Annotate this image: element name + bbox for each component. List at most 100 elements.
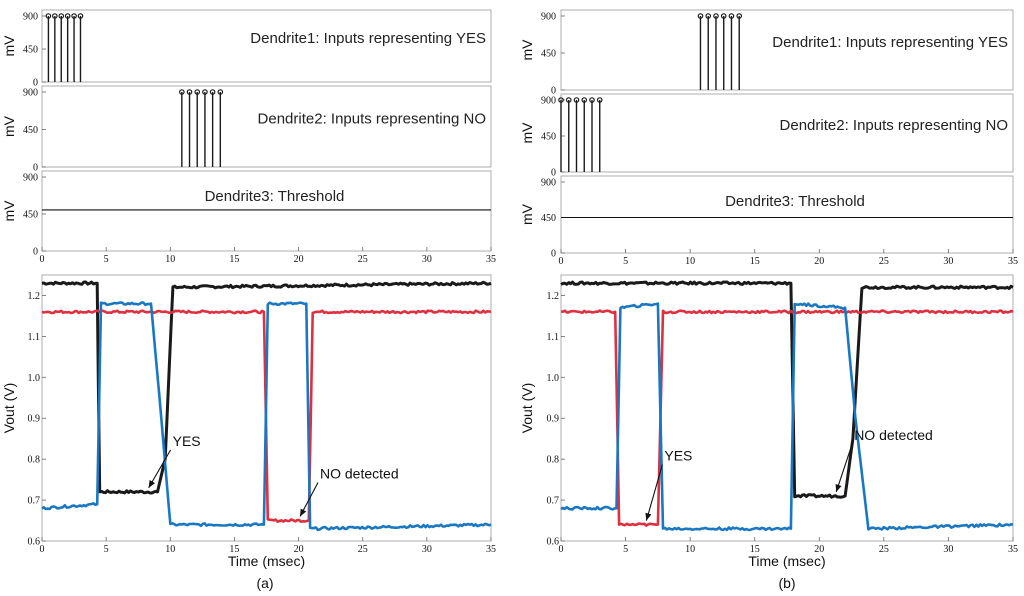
y-tick-label: 0.7 [547, 496, 560, 507]
panel-b-subplot-3: 0 450 900 mV Dendrite3: Threshold 0 5 10 15 20 25 3… [519, 175, 1018, 267]
panel-b-subplot-1-frame [560, 9, 1014, 91]
spike-4-marker [581, 97, 588, 103]
y-tick-label: 0.6 [28, 537, 41, 548]
x-tick-label: 30 [943, 256, 953, 267]
annotation-arrowhead [300, 508, 307, 517]
y-tick-label: 1.1 [28, 332, 41, 343]
y-tick-label: 0 [33, 247, 38, 258]
x-tick-label: 10 [685, 256, 695, 267]
x-tick-label: 35 [1008, 256, 1018, 267]
x-tick-label: 35 [486, 254, 496, 265]
annotation-arrowhead [148, 480, 155, 488]
y-axis-label: Vout (V) [519, 383, 535, 434]
y-axis-label: mV [519, 39, 535, 61]
spike-5-marker [209, 89, 216, 95]
spike-3-marker [58, 13, 65, 19]
panel-a-subplot-3: 0 450 900 mV Dendrite3: Threshold 0 5 10 15 20 25 3… [1, 170, 496, 265]
spike-4-marker [64, 13, 71, 19]
panel-b-subplot-1: 0 450 900 mV Dendrite1: Inputs representing … [519, 9, 1014, 97]
x-tick-label: 25 [879, 256, 889, 267]
y-axis-label: mV [519, 122, 535, 144]
y-tick-label: 450 [23, 125, 38, 136]
x-tick-label: 35 [486, 544, 496, 555]
y-tick-label: 450 [23, 210, 38, 221]
y-tick-label: 1.0 [28, 373, 41, 384]
x-tick-label: 5 [104, 544, 109, 555]
panel-a-subplot-1: 0 450 900 mV Dendrite1: Inputs representing … [1, 9, 492, 89]
series-black-line [41, 280, 492, 495]
y-tick-label: 450 [541, 49, 556, 60]
annotation-arrowhead [835, 484, 842, 492]
x-tick-label: 15 [229, 254, 239, 265]
x-tick-label: 15 [229, 544, 239, 555]
y-tick-label: 0.8 [547, 455, 560, 466]
x-axis-label: Time (msec) [748, 553, 825, 569]
y-tick-label: 0.8 [28, 455, 41, 466]
x-tick-label: 30 [422, 544, 432, 555]
y-tick-label: 900 [541, 96, 556, 107]
y-axis-label: Vout (V) [1, 383, 17, 434]
series-red-line [41, 309, 492, 524]
y-tick-label: 900 [23, 12, 38, 23]
x-tick-label: 5 [623, 256, 628, 267]
subplot-title: Dendrite1: Inputs representing YES [772, 34, 1008, 51]
y-tick-label: 0 [33, 163, 38, 174]
panel-b-subplot-3-frame [560, 175, 1014, 254]
y-tick-label: 0 [551, 249, 556, 260]
y-axis-label: mV [519, 203, 535, 225]
y-tick-label: 0 [33, 78, 38, 89]
x-tick-label: 35 [1008, 544, 1018, 555]
spike-2-marker [186, 89, 193, 95]
x-tick-label: 20 [814, 544, 824, 555]
x-tick-label: 25 [358, 254, 368, 265]
spike-1-marker [179, 89, 185, 95]
panel-b: 0 450 900 mV Dendrite1: Inputs representing … [519, 9, 1018, 569]
x-tick-label: 0 [559, 544, 564, 555]
panel-a-subplot-2: 0 450 900 mV Dendrite2: Inputs representing … [1, 85, 492, 174]
spike-3-marker [573, 97, 580, 103]
x-tick-label: 0 [40, 544, 45, 555]
spike-1-marker [697, 13, 704, 19]
panel-a-subplot-2-frame [41, 85, 492, 168]
y-axis-label: mV [1, 115, 17, 137]
panel-a-caption: (a) [256, 575, 273, 591]
y-tick-label: 450 [541, 132, 556, 143]
x-tick-label: 25 [879, 544, 889, 555]
annotation-arrow [645, 464, 663, 521]
x-tick-label: 15 [750, 544, 760, 555]
x-tick-label: 20 [294, 254, 304, 265]
spike-3-marker [713, 13, 719, 19]
y-tick-label: 1.2 [547, 291, 560, 302]
spike-2-marker [52, 13, 58, 19]
y-tick-label: 900 [541, 12, 556, 23]
y-axis-label: mV [1, 35, 17, 57]
spike-2-marker [705, 13, 712, 19]
spike-3-marker [194, 89, 201, 95]
y-tick-label: 1.2 [28, 291, 41, 302]
y-tick-label: 900 [23, 173, 38, 184]
y-tick-label: 0 [551, 86, 556, 97]
spike-6-marker [596, 97, 603, 103]
panel-a-subplot-3-frame [41, 170, 492, 252]
spike-4-marker [202, 89, 208, 95]
x-tick-label: 10 [685, 544, 695, 555]
x-tick-label: 15 [750, 256, 760, 267]
annotation-label: NO detected [854, 427, 933, 443]
panel-b-subplot-2: 0 450 900 mV Dendrite2: Inputs representing … [519, 93, 1014, 179]
y-tick-label: 1.0 [547, 373, 560, 384]
spike-6-marker [217, 89, 224, 95]
subplot-title: Dendrite2: Inputs representing NO [780, 117, 1008, 134]
y-tick-label: 1.1 [547, 332, 560, 343]
y-tick-label: 0.6 [547, 537, 560, 548]
x-tick-label: 20 [814, 256, 824, 267]
x-tick-label: 0 [559, 256, 564, 267]
main-plot-frame [41, 274, 492, 542]
annotation-arrow [835, 443, 853, 493]
spike-5-marker [728, 13, 735, 19]
panel-b-main-plot: 0.6 0.7 0.8 0.9 1.0 1.1 1.2 0 5 10 15 20 25 30 35 Vout … [519, 274, 1018, 569]
annotation-label: YES [173, 433, 201, 449]
panel-a-subplot-1-frame [41, 9, 492, 83]
spike-1-marker [558, 97, 564, 103]
subplot-title: Dendrite3: Threshold [725, 193, 865, 210]
